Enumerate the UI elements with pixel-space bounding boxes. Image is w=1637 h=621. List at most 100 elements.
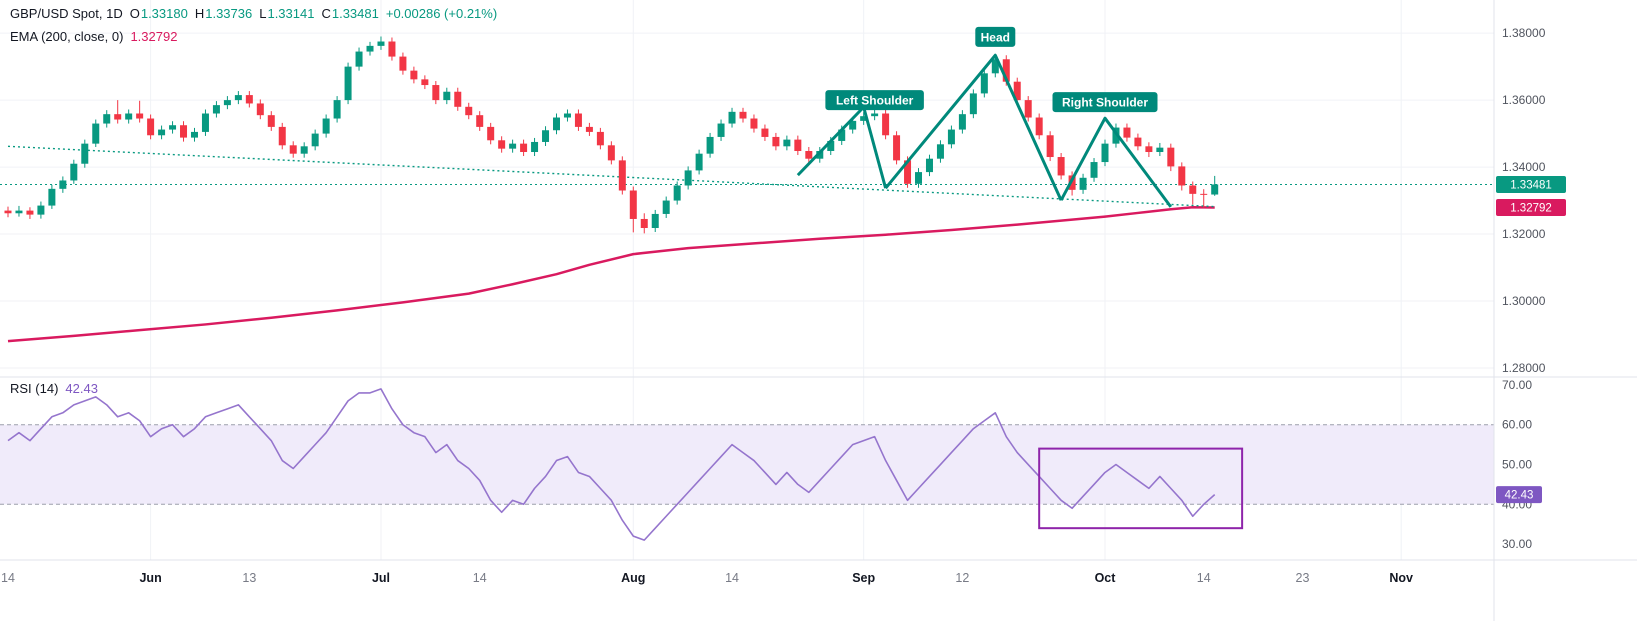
candle[interactable] (728, 107, 736, 128)
candle[interactable] (377, 36, 385, 50)
candle[interactable] (1024, 96, 1032, 122)
candle[interactable] (717, 119, 725, 141)
candle[interactable] (355, 47, 363, 71)
candle[interactable] (596, 127, 604, 150)
candle[interactable] (1046, 131, 1054, 162)
candle[interactable] (1156, 142, 1164, 157)
candle[interactable] (1167, 143, 1175, 172)
symbol-title[interactable]: GBP/USD Spot, 1D (10, 6, 123, 21)
pattern-label-right-shoulder[interactable]: Right Shoulder (1052, 92, 1158, 113)
candle[interactable] (465, 102, 473, 120)
candle[interactable] (969, 89, 977, 119)
candle[interactable] (563, 109, 571, 122)
candle[interactable] (410, 66, 418, 84)
candle[interactable] (180, 121, 188, 142)
candle[interactable] (289, 141, 297, 158)
candle[interactable] (114, 100, 122, 124)
candle[interactable] (267, 111, 275, 131)
ema-label[interactable]: EMA (200, close, 0) (10, 29, 124, 44)
candle[interactable] (1057, 153, 1065, 180)
candle[interactable] (344, 62, 352, 105)
candle[interactable] (684, 166, 692, 190)
candle[interactable] (509, 139, 517, 153)
candle[interactable] (531, 137, 539, 157)
candle[interactable] (662, 196, 670, 218)
candle[interactable] (399, 52, 407, 75)
candle[interactable] (234, 91, 242, 105)
candle[interactable] (618, 156, 626, 195)
candle[interactable] (1211, 175, 1219, 196)
candle[interactable] (256, 99, 264, 120)
candle[interactable] (761, 124, 769, 141)
candle[interactable] (311, 129, 319, 151)
candle[interactable] (553, 113, 560, 135)
candle[interactable] (607, 141, 615, 165)
head-and-shoulders-drawing[interactable]: Left Shoulder Head Right Shoulder (796, 26, 1173, 208)
candle[interactable] (421, 75, 429, 90)
rsi-line[interactable] (7, 388, 1216, 541)
candle[interactable] (366, 41, 374, 56)
candle[interactable] (333, 96, 341, 123)
candle[interactable] (1123, 123, 1131, 142)
candle[interactable] (574, 109, 582, 131)
candle[interactable] (695, 149, 703, 175)
candle[interactable] (212, 101, 220, 118)
rsi-highlight-box[interactable] (1038, 447, 1244, 530)
trendline[interactable] (7, 145, 1215, 208)
candle[interactable] (772, 132, 780, 151)
candle[interactable] (739, 107, 747, 123)
candle[interactable] (136, 100, 144, 123)
candle[interactable] (59, 176, 67, 193)
candle[interactable] (805, 146, 813, 163)
candle[interactable] (871, 109, 879, 121)
candle[interactable] (1189, 181, 1197, 205)
time-axis[interactable]: 14 Jun 13 Jul 14 Aug 14 Sep 12 Oct 14 23 Nov (1, 571, 1413, 585)
candle[interactable] (388, 37, 396, 61)
pattern-label-left-shoulder[interactable]: Left Shoulder (825, 90, 924, 111)
pattern-label-head[interactable]: Head (975, 26, 1016, 47)
candle[interactable] (750, 114, 758, 133)
candle[interactable] (783, 135, 791, 151)
candle[interactable] (498, 136, 506, 153)
candle[interactable] (915, 168, 923, 188)
candle[interactable] (147, 114, 155, 140)
candle[interactable] (1101, 139, 1109, 167)
candle[interactable] (1013, 77, 1021, 105)
candle[interactable] (1178, 162, 1186, 191)
candle[interactable] (816, 146, 824, 163)
candle[interactable] (882, 109, 890, 140)
candle[interactable] (487, 122, 495, 145)
candle[interactable] (1145, 142, 1153, 158)
candle[interactable] (1200, 189, 1208, 208)
candle[interactable] (432, 81, 440, 105)
candle[interactable] (300, 142, 308, 158)
candle[interactable] (860, 112, 868, 125)
candle[interactable] (223, 96, 231, 110)
candle[interactable] (322, 114, 330, 138)
candle[interactable] (103, 110, 111, 128)
candle[interactable] (1134, 133, 1142, 151)
candle[interactable] (794, 135, 802, 156)
candle[interactable] (48, 184, 56, 209)
candle[interactable] (958, 110, 966, 134)
candle[interactable] (673, 181, 681, 205)
candle[interactable] (980, 69, 988, 98)
candle[interactable] (706, 132, 714, 158)
candle[interactable] (70, 159, 78, 184)
candle[interactable] (651, 209, 659, 233)
candle[interactable] (476, 111, 484, 131)
candle[interactable] (640, 213, 648, 234)
candle[interactable] (278, 122, 286, 150)
ema-200-line[interactable] (7, 205, 1215, 343)
candle[interactable] (125, 109, 133, 124)
candle[interactable] (542, 126, 550, 146)
candle[interactable] (936, 140, 944, 163)
candle[interactable] (37, 201, 45, 219)
candle[interactable] (190, 127, 198, 142)
candle[interactable] (629, 186, 637, 233)
candle[interactable] (26, 207, 34, 219)
candle[interactable] (925, 154, 933, 177)
candle[interactable] (81, 139, 89, 168)
candle[interactable] (15, 205, 23, 217)
